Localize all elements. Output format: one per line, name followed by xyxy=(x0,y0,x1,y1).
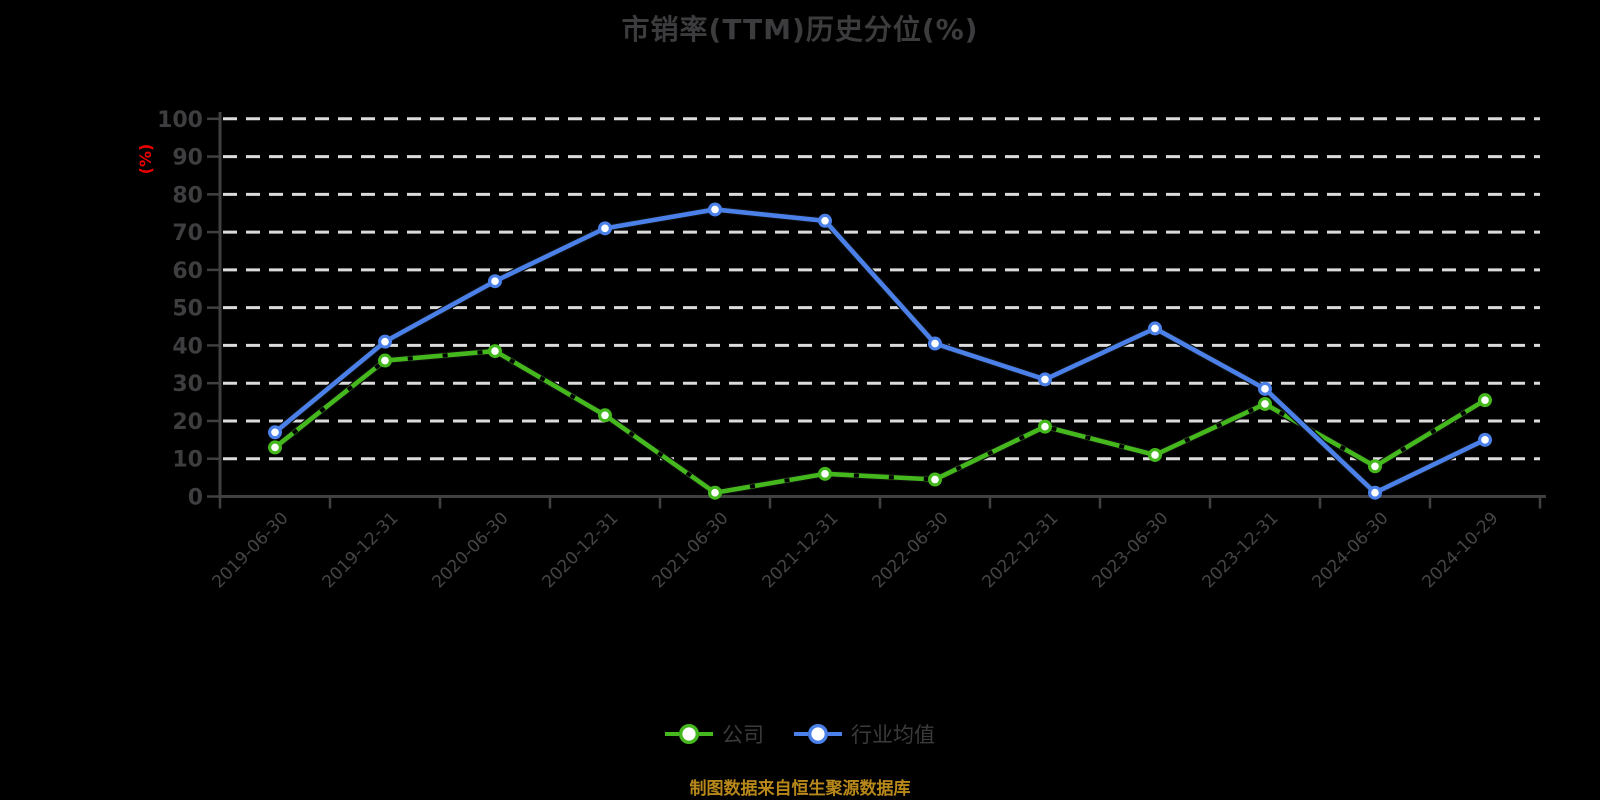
data-source-note: 制图数据来自恒生聚源数据库 xyxy=(689,779,911,799)
y-axis-unit-label: (%) xyxy=(136,143,155,175)
data-point[interactable] xyxy=(927,336,942,351)
data-point[interactable] xyxy=(1257,396,1272,411)
data-point[interactable] xyxy=(817,466,832,481)
x-tick-label: 2020-12-31 xyxy=(539,508,623,592)
data-point[interactable] xyxy=(268,440,283,455)
legend: 公司 行业均值 xyxy=(0,719,1600,749)
data-point[interactable] xyxy=(1257,381,1272,396)
data-point[interactable] xyxy=(707,202,722,217)
x-tick-label: 2022-06-30 xyxy=(869,508,953,592)
y-tick-label: 60 xyxy=(172,259,203,284)
industry-series-marker-icon xyxy=(794,723,842,745)
x-tick-label: 2020-06-30 xyxy=(429,508,513,592)
data-point[interactable] xyxy=(1147,321,1162,336)
legend-label-industry: 行业均值 xyxy=(851,723,935,747)
data-point[interactable] xyxy=(1367,459,1382,474)
x-tick-label: 2023-06-30 xyxy=(1089,508,1173,592)
x-axis-labels: 2019-06-30 2019-12-31 2020-06-30 2020-12-31… xyxy=(209,508,1503,592)
data-point[interactable] xyxy=(1477,432,1492,447)
data-point[interactable] xyxy=(1367,485,1382,500)
series-1-line xyxy=(268,202,1492,500)
data-point[interactable] xyxy=(268,425,283,440)
axes xyxy=(207,112,1546,509)
data-point[interactable] xyxy=(378,353,393,368)
data-point[interactable] xyxy=(817,213,832,228)
data-point[interactable] xyxy=(927,472,942,487)
chart-title: 市销率(TTM)历史分位(%) xyxy=(621,13,979,46)
data-point[interactable] xyxy=(488,344,503,359)
data-point[interactable] xyxy=(378,334,393,349)
data-point[interactable] xyxy=(1477,393,1492,408)
legend-label-company: 公司 xyxy=(722,723,764,747)
x-tick-label: 2023-12-31 xyxy=(1199,508,1283,592)
y-tick-label: 70 xyxy=(172,221,203,246)
legend-item-industry[interactable]: 行业均值 xyxy=(794,719,935,749)
y-tick-label: 50 xyxy=(172,297,203,322)
data-point[interactable] xyxy=(707,485,722,500)
series-0-line xyxy=(268,344,1492,500)
company-series-marker-icon xyxy=(665,723,713,745)
y-tick-label: 30 xyxy=(172,372,203,397)
y-tick-label: 100 xyxy=(157,108,203,133)
y-tick-label: 20 xyxy=(172,410,203,435)
x-tick-label: 2021-12-31 xyxy=(759,508,843,592)
y-tick-label: 10 xyxy=(172,448,203,473)
y-tick-label: 80 xyxy=(172,183,203,208)
x-tick-label: 2021-06-30 xyxy=(649,508,733,592)
x-tick-label: 2024-06-30 xyxy=(1309,508,1393,592)
data-point[interactable] xyxy=(1037,419,1052,434)
y-tick-label: 90 xyxy=(172,146,203,171)
data-point[interactable] xyxy=(597,221,612,236)
series-1-markers xyxy=(268,202,1492,500)
legend-item-company[interactable]: 公司 xyxy=(665,719,764,749)
x-tick-label: 2022-12-31 xyxy=(979,508,1063,592)
series-0-markers xyxy=(268,344,1492,500)
x-tick-label: 2019-06-30 xyxy=(209,508,293,592)
x-tick-label: 2019-12-31 xyxy=(319,508,403,592)
y-axis-labels: 0 10 20 30 40 50 60 70 80 90 100 xyxy=(157,108,203,511)
data-point[interactable] xyxy=(597,408,612,423)
data-point[interactable] xyxy=(1037,372,1052,387)
y-tick-label: 40 xyxy=(172,334,203,359)
y-tick-label: 0 xyxy=(188,486,203,511)
data-point[interactable] xyxy=(488,274,503,289)
x-tick-label: 2024-10-29 xyxy=(1419,508,1503,592)
data-point[interactable] xyxy=(1147,447,1162,462)
